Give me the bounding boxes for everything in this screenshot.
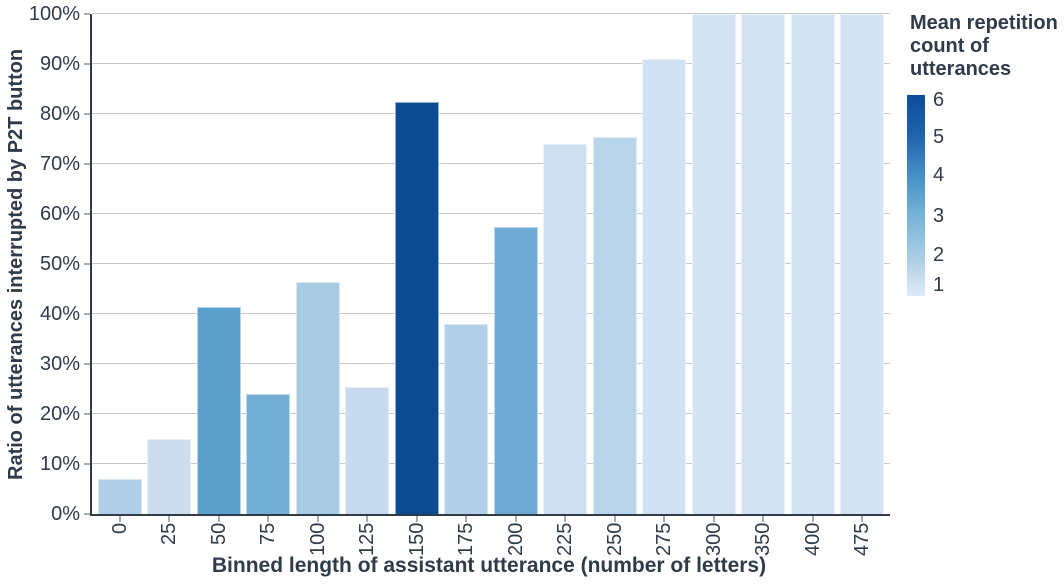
gridline-50pct bbox=[92, 263, 890, 264]
gridline-40pct bbox=[92, 313, 890, 314]
y-tick-label-70: 70% bbox=[39, 153, 80, 175]
colorbar-tick-label-6: 6 bbox=[933, 89, 945, 111]
y-tick-mark-70 bbox=[84, 163, 90, 165]
bar-slot-275 bbox=[640, 14, 690, 514]
y-tick-mark-40 bbox=[84, 313, 90, 315]
bar-150 bbox=[394, 101, 439, 514]
x-tick-mark-475 bbox=[861, 516, 864, 522]
bar-25 bbox=[147, 439, 192, 514]
bar-100 bbox=[295, 281, 340, 514]
x-tick-mark-200 bbox=[514, 516, 517, 522]
colorbar-tick-label-1: 1 bbox=[933, 274, 945, 296]
bar-475 bbox=[840, 14, 885, 514]
gridline-100pct bbox=[92, 13, 890, 14]
bar-slot-400 bbox=[788, 14, 838, 514]
bar-slot-225 bbox=[541, 14, 591, 514]
y-tick-label-100: 100% bbox=[28, 3, 80, 25]
bar-0 bbox=[97, 479, 142, 514]
x-axis-title: Binned length of assistant utterance (nu… bbox=[211, 554, 767, 577]
x-tick-mark-0 bbox=[118, 516, 121, 522]
y-tick-label-80: 80% bbox=[39, 103, 80, 125]
y-tick-mark-30 bbox=[84, 363, 90, 365]
colorbar-tick-label-3: 3 bbox=[933, 205, 945, 227]
y-tick-mark-20 bbox=[84, 413, 90, 415]
bar-75 bbox=[246, 394, 291, 514]
colorbar bbox=[907, 95, 925, 296]
x-tick-mark-350 bbox=[762, 516, 765, 522]
bar-slot-100 bbox=[293, 14, 343, 514]
legend-title-line-3: utterances bbox=[910, 58, 1012, 80]
bar-slot-200 bbox=[491, 14, 541, 514]
bar-350 bbox=[741, 14, 786, 514]
gridline-90pct bbox=[92, 63, 890, 64]
x-tick-mark-25 bbox=[168, 516, 171, 522]
bars-container bbox=[92, 14, 890, 514]
bar-275 bbox=[642, 59, 687, 514]
y-tick-mark-90 bbox=[84, 63, 90, 65]
y-tick-mark-0 bbox=[84, 513, 90, 515]
bar-250 bbox=[592, 136, 637, 514]
x-tick-mark-175 bbox=[465, 516, 468, 522]
legend-title: Mean repetition count of utterances bbox=[910, 12, 1064, 81]
bar-200 bbox=[493, 226, 538, 514]
colorbar-tick-label-2: 2 bbox=[933, 244, 945, 266]
y-tick-label-90: 90% bbox=[39, 53, 80, 75]
y-tick-label-0: 0% bbox=[51, 503, 80, 525]
y-tick-label-10: 10% bbox=[39, 453, 80, 475]
gridline-30pct bbox=[92, 363, 890, 364]
colorbar-tick-label-4: 4 bbox=[933, 164, 945, 186]
bar-225 bbox=[543, 144, 588, 514]
legend-title-line-2: count of bbox=[910, 35, 989, 57]
bar-slot-250 bbox=[590, 14, 640, 514]
x-tick-mark-250 bbox=[613, 516, 616, 522]
bar-400 bbox=[790, 14, 835, 514]
gridline-20pct bbox=[92, 413, 890, 414]
x-tick-mark-100 bbox=[316, 516, 319, 522]
y-tick-mark-60 bbox=[84, 213, 90, 215]
bar-300 bbox=[691, 14, 736, 514]
bar-slot-125 bbox=[343, 14, 393, 514]
y-tick-mark-80 bbox=[84, 113, 90, 115]
y-tick-label-30: 30% bbox=[39, 353, 80, 375]
x-tick-mark-75 bbox=[267, 516, 270, 522]
x-tick-mark-300 bbox=[712, 516, 715, 522]
y-tick-label-60: 60% bbox=[39, 203, 80, 225]
bar-125 bbox=[345, 386, 390, 514]
bar-slot-300 bbox=[689, 14, 739, 514]
bar-slot-50 bbox=[194, 14, 244, 514]
colorbar-tick-label-5: 5 bbox=[933, 126, 945, 148]
bar-175 bbox=[444, 324, 489, 514]
bar-slot-175 bbox=[442, 14, 492, 514]
x-tick-mark-400 bbox=[811, 516, 814, 522]
x-tick-mark-150 bbox=[415, 516, 418, 522]
y-tick-label-50: 50% bbox=[39, 253, 80, 275]
gridline-70pct bbox=[92, 163, 890, 164]
bar-slot-25 bbox=[145, 14, 195, 514]
plot-area bbox=[90, 13, 890, 516]
x-tick-mark-225 bbox=[564, 516, 567, 522]
gridline-60pct bbox=[92, 213, 890, 214]
x-tick-mark-50 bbox=[217, 516, 220, 522]
bar-slot-350 bbox=[739, 14, 789, 514]
gridline-80pct bbox=[92, 113, 890, 114]
bar-slot-0 bbox=[95, 14, 145, 514]
y-tick-mark-50 bbox=[84, 263, 90, 265]
bar-slot-75 bbox=[244, 14, 294, 514]
x-tick-mark-125 bbox=[366, 516, 369, 522]
bar-slot-475 bbox=[838, 14, 888, 514]
y-tick-label-40: 40% bbox=[39, 303, 80, 325]
y-tick-mark-100 bbox=[84, 13, 90, 15]
x-tick-mark-275 bbox=[663, 516, 666, 522]
y-tick-mark-10 bbox=[84, 463, 90, 465]
bar-slot-150 bbox=[392, 14, 442, 514]
legend-title-line-1: Mean repetition bbox=[910, 12, 1058, 34]
bar-50 bbox=[196, 306, 241, 514]
gridline-10pct bbox=[92, 463, 890, 464]
y-tick-label-20: 20% bbox=[39, 403, 80, 425]
